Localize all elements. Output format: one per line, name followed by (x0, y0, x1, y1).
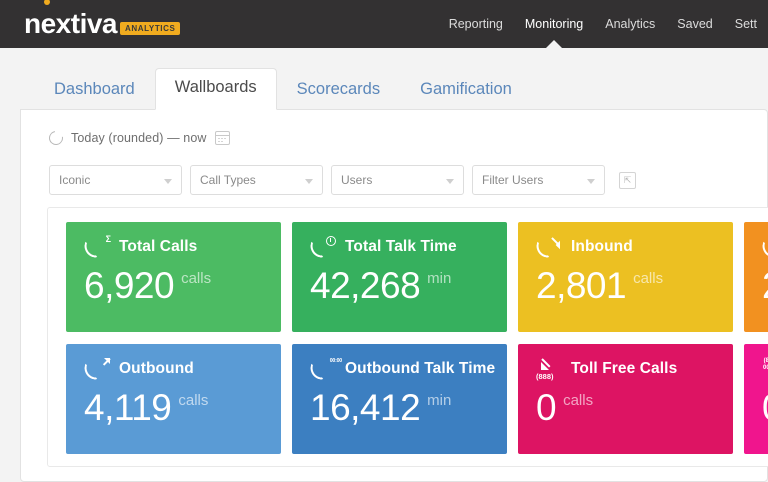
stat-card-head: (888)00:00 Toll (762, 358, 768, 380)
stat-card-title: Outbound Talk Time (345, 360, 496, 377)
stat-card-body: 16,412 min (310, 388, 507, 428)
stat-card-value: 2,801 (536, 265, 627, 306)
brand-logo[interactable]: nextiva ANALYTICS (24, 0, 181, 39)
phone-outbound-icon (83, 357, 111, 380)
refresh-icon[interactable] (46, 128, 66, 148)
stat-card-unit: calls (633, 270, 664, 287)
top-header: nextiva ANALYTICS Reporting Monitoring A… (0, 0, 768, 49)
chevron-down-icon (164, 179, 172, 184)
filter-select-call-types[interactable]: Call Types (190, 165, 323, 195)
stat-card-head: 00:00 Outbound Talk Time (309, 358, 507, 380)
brand-dot (44, 0, 50, 5)
stat-card-inbound[interactable]: Inbound 2,801 calls (518, 222, 733, 332)
toll-free-time-icon-lines: (888)00:00 (763, 358, 768, 371)
filter-select-iconic-label: Iconic (59, 173, 91, 187)
tab-strip: Dashboard Wallboards Scorecards Gamifica… (0, 48, 768, 110)
chevron-down-icon (446, 179, 454, 184)
filters-row: Iconic Call Types Users Filter Users ⇱ (49, 165, 636, 195)
stat-card-body: 6,920 calls (84, 266, 281, 306)
stat-card-body: 25 (762, 266, 768, 306)
nav-item-saved[interactable]: Saved (677, 17, 713, 31)
tab-wallboards[interactable]: Wallboards (154, 68, 277, 110)
stat-card-toll-free-talk-time[interactable]: (888)00:00 Toll 0 m (744, 344, 768, 454)
stat-card-body: 0 calls (536, 388, 733, 428)
stat-card-unit: calls (178, 392, 209, 409)
tab-scorecards[interactable]: Scorecards (296, 80, 381, 98)
filter-select-call-types-label: Call Types (200, 173, 256, 187)
stat-card-outbound[interactable]: Outbound 4,119 calls (66, 344, 281, 454)
phone-outbound-time-icon: 00:00 (309, 358, 342, 380)
phone-clock-icon (309, 236, 336, 258)
stat-card-value: 16,412 (310, 387, 421, 428)
filter-select-users-label: Users (341, 173, 373, 187)
stat-card-unit: calls (181, 270, 212, 287)
brand-badge: ANALYTICS (120, 21, 181, 35)
nav-item-monitoring[interactable]: Monitoring (514, 0, 594, 49)
brand-wordmark: nextiva (24, 8, 118, 39)
nav-item-analytics[interactable]: Analytics (605, 17, 656, 31)
tab-dashboard[interactable]: Dashboard (54, 80, 135, 98)
expand-fullscreen-button[interactable]: ⇱ (619, 171, 636, 189)
content-panel: Today (rounded) — now Iconic Call Types … (20, 109, 768, 482)
chevron-down-icon (587, 179, 595, 184)
stat-card-value: 6,920 (84, 265, 175, 306)
stat-card-total-talk-time[interactable]: Total Talk Time 42,268 min (292, 222, 507, 332)
stat-card-unit: calls (563, 392, 594, 409)
stat-card-title: Total Calls (119, 238, 198, 255)
date-range-label: Today (rounded) — now (71, 131, 207, 145)
stat-card-head: (888) Toll Free Calls (536, 357, 733, 381)
stat-card-value: 0 (536, 387, 557, 428)
wallboard-cards-panel: Σ Total Calls 6,920 calls Total Talk Tim… (47, 207, 768, 467)
stat-card-toll-free-calls[interactable]: (888) Toll Free Calls 0 calls (518, 344, 733, 454)
calendar-icon[interactable] (214, 131, 230, 145)
primary-nav: Reporting Monitoring Analytics Saved Set… (438, 0, 768, 49)
nav-active-caret-icon (545, 40, 564, 49)
stat-card-value: 25 (762, 266, 768, 306)
stat-card-body: 4,119 calls (84, 388, 281, 428)
stat-card-outbound-talk-time[interactable]: 00:00 Outbound Talk Time 16,412 min (292, 344, 507, 454)
stat-card-body: 42,268 min (310, 266, 507, 306)
tab-gamification[interactable]: Gamification (420, 80, 512, 98)
expand-icon: ⇱ (623, 174, 632, 185)
filter-select-users[interactable]: Users (331, 165, 464, 195)
nav-item-monitoring-label: Monitoring (524, 17, 584, 31)
stat-card-value: 4,119 (84, 387, 172, 428)
filter-select-filter-users-label: Filter Users (482, 173, 544, 187)
stat-card-total-calls[interactable]: Σ Total Calls 6,920 calls (66, 222, 281, 332)
date-range-control[interactable]: Today (rounded) — now (46, 128, 230, 148)
tab-list: Dashboard Wallboards Scorecards Gamifica… (34, 64, 532, 110)
phone-inbound-time-icon: 00:00 (761, 236, 768, 258)
chevron-down-icon (305, 179, 313, 184)
stat-card-title: Inbound (571, 238, 633, 255)
nav-item-reporting[interactable]: Reporting (448, 17, 503, 31)
stat-card-inbound-talk-time[interactable]: 00:00 Inb 25 (744, 222, 768, 332)
toll-free-icon: (888) (536, 357, 562, 381)
phone-sum-icon: Σ (83, 235, 111, 258)
stat-card-unit: min (427, 270, 452, 287)
stat-card-head: Inbound (535, 236, 733, 258)
stat-card-title: Toll Free Calls (571, 360, 678, 377)
phone-inbound-icon (535, 236, 562, 258)
stat-card-head: Outbound (83, 357, 281, 380)
toll-free-time-icon: (888)00:00 (762, 357, 768, 381)
filter-select-filter-users[interactable]: Filter Users (472, 165, 605, 195)
filter-select-iconic[interactable]: Iconic (49, 165, 182, 195)
wallboard-cards-grid: Σ Total Calls 6,920 calls Total Talk Tim… (66, 222, 768, 454)
stat-card-body: 0 m (762, 388, 768, 428)
stat-card-head: Total Talk Time (309, 236, 507, 258)
stat-card-head: 00:00 Inb (761, 236, 768, 258)
nav-item-settings[interactable]: Sett (734, 17, 757, 31)
stat-card-value: 0 (762, 388, 768, 428)
stat-card-body: 2,801 calls (536, 266, 733, 306)
stat-card-title: Total Talk Time (345, 238, 457, 255)
stat-card-unit: min (427, 392, 452, 409)
stat-card-value: 42,268 (310, 265, 421, 306)
stat-card-title: Outbound (119, 360, 194, 377)
stat-card-head: Σ Total Calls (83, 235, 281, 258)
